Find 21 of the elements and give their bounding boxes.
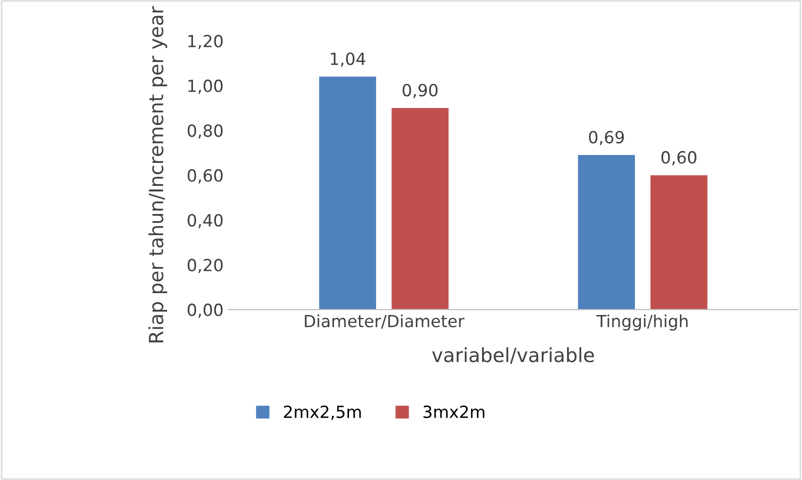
data-label: 0,69	[589, 130, 624, 146]
y-tick-label: 0,40	[188, 214, 223, 228]
data-label: 0,60	[661, 151, 696, 166]
y-tick-label: 0,20	[188, 258, 223, 274]
data-label: 1,04	[330, 52, 366, 67]
data-label: 0,90	[402, 84, 438, 98]
bar	[650, 175, 708, 310]
y-tick-label: 0,00	[188, 304, 223, 318]
x-tick-label: Diameter/Diameter	[304, 314, 464, 329]
y-tick-label: 0,80	[188, 124, 223, 139]
bar	[392, 108, 449, 310]
legend-label: 2mx2,5m	[284, 406, 361, 420]
legend-label: 3mx2m	[423, 406, 484, 418]
x-axis-title: variabel/variable	[432, 347, 594, 364]
y-tick-label: 1,00	[188, 80, 223, 94]
y-axis-title: Riap per tahun/Increment per year	[148, 6, 168, 342]
bar	[578, 155, 635, 310]
y-tick-label: 0,60	[188, 169, 223, 184]
y-tick-label: 1,20	[188, 34, 223, 50]
bar	[319, 76, 376, 310]
x-tick-label: Tinggi/high	[596, 314, 688, 331]
